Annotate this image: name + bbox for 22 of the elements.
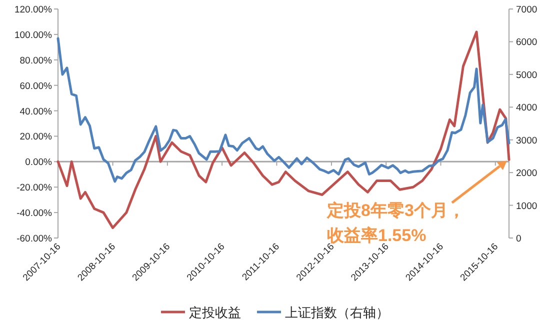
y2-tick-label: 4000 xyxy=(516,102,538,114)
y2-tick-label: 1000 xyxy=(516,200,538,212)
y2-tick-label: 7000 xyxy=(516,4,538,16)
y-tick-label: -20.00% xyxy=(16,182,53,194)
y-tick-label: 80.00% xyxy=(20,55,53,66)
y-tick-label: -60.00% xyxy=(16,234,53,244)
y-tick-label: 20.00% xyxy=(20,132,53,143)
legend-label: 定投收益 xyxy=(189,305,241,320)
y2-tick-label: 6000 xyxy=(516,37,538,48)
y-tick-label: 40.00% xyxy=(20,106,53,118)
y-tick-label: 60.00% xyxy=(20,80,53,92)
y-tick-label: 120.00% xyxy=(14,4,53,16)
y2-tick-label: 2000 xyxy=(516,168,538,180)
y-tick-label: 100.00% xyxy=(14,30,53,41)
line-series xyxy=(56,37,510,183)
y2-tick-label: 5000 xyxy=(516,70,538,81)
y-tick-label: -40.00% xyxy=(16,208,53,220)
y-tick-label: 0.00% xyxy=(25,157,53,168)
annotation: 定投8年零3个月，收益率1.55% xyxy=(326,201,465,245)
legend-label: 上证指数（右轴） xyxy=(285,305,389,320)
y2-tick-label: 3000 xyxy=(516,135,538,146)
y2-tick-label: 0 xyxy=(516,234,522,244)
